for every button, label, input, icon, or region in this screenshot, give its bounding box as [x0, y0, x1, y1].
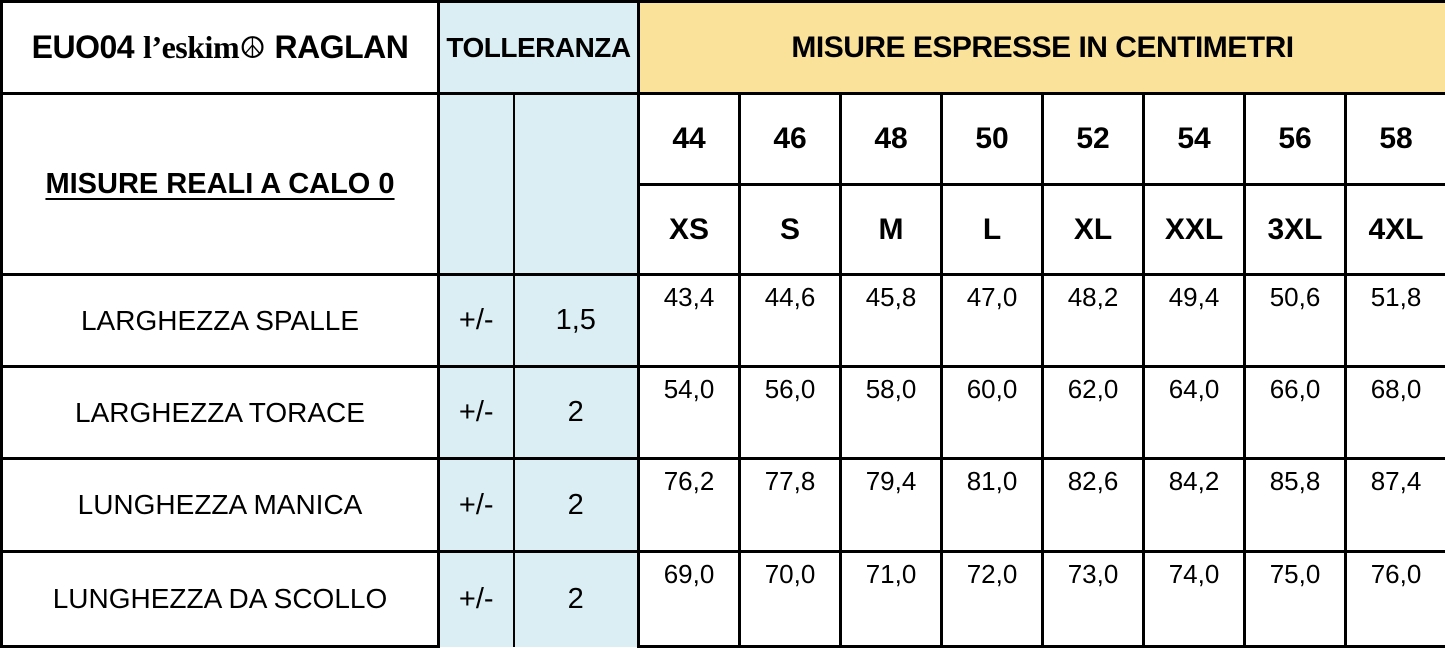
size-label-xxl: XXL: [1144, 185, 1245, 275]
measure-value: 54,0: [639, 367, 740, 459]
tolerance-value: 2: [514, 459, 639, 552]
brand-name: l’eskim: [143, 29, 239, 65]
measure-label: LUNGHEZZA MANICA: [2, 459, 439, 552]
measure-value: 76,0: [1346, 552, 1445, 647]
measure-value: 47,0: [942, 275, 1043, 367]
tolerance-sign: +/-: [439, 367, 514, 459]
measure-value: 84,2: [1144, 459, 1245, 552]
measure-value: 82,6: [1043, 459, 1144, 552]
measure-value: 44,6: [740, 275, 841, 367]
measure-value: 77,8: [740, 459, 841, 552]
measure-value: 66,0: [1245, 367, 1346, 459]
measure-value: 45,8: [841, 275, 942, 367]
size-number-54: 54: [1144, 94, 1245, 185]
table-row-lunghezza-da-scollo: LUNGHEZZA DA SCOLLO +/- 2 69,0 70,0 71,0…: [2, 552, 1445, 647]
measure-value: 50,6: [1245, 275, 1346, 367]
measure-value: 48,2: [1043, 275, 1144, 367]
size-number-58: 58: [1346, 94, 1445, 185]
table-row-larghezza-torace: LARGHEZZA TORACE +/- 2 54,0 56,0 58,0 60…: [2, 367, 1445, 459]
measure-value: 74,0: [1144, 552, 1245, 647]
size-label-xl: XL: [1043, 185, 1144, 275]
tolerance-value: 2: [514, 552, 639, 647]
measure-value: 43,4: [639, 275, 740, 367]
measure-value: 87,4: [1346, 459, 1445, 552]
measure-value: 62,0: [1043, 367, 1144, 459]
size-number-50: 50: [942, 94, 1043, 185]
product-code: EUO04: [32, 29, 134, 65]
measure-value: 76,2: [639, 459, 740, 552]
measure-label: LARGHEZZA TORACE: [2, 367, 439, 459]
measure-value: 58,0: [841, 367, 942, 459]
tolerance-header: TOLLERANZA: [439, 2, 639, 94]
size-label-xs: XS: [639, 185, 740, 275]
left-header-label: MISURE REALI A CALO 0: [45, 168, 394, 200]
measure-label: LARGHEZZA SPALLE: [2, 275, 439, 367]
measure-value: 49,4: [1144, 275, 1245, 367]
measure-value: 71,0: [841, 552, 942, 647]
table-row-lunghezza-manica: LUNGHEZZA MANICA +/- 2 76,2 77,8 79,4 81…: [2, 459, 1445, 552]
size-number-46: 46: [740, 94, 841, 185]
measure-value: 60,0: [942, 367, 1043, 459]
size-number-48: 48: [841, 94, 942, 185]
product-model: RAGLAN: [274, 29, 408, 65]
tolerance-sign: +/-: [439, 459, 514, 552]
measure-value: 79,4: [841, 459, 942, 552]
size-label-l: L: [942, 185, 1043, 275]
measure-value: 72,0: [942, 552, 1043, 647]
measure-value: 70,0: [740, 552, 841, 647]
measure-value: 64,0: [1144, 367, 1245, 459]
tolerance-sign-column-blank: [439, 94, 514, 275]
measure-value: 73,0: [1043, 552, 1144, 647]
measure-value: 51,8: [1346, 275, 1445, 367]
size-number-56: 56: [1245, 94, 1346, 185]
table-row-larghezza-spalle: LARGHEZZA SPALLE +/- 1,5 43,4 44,6 45,8 …: [2, 275, 1445, 367]
tolerance-value: 2: [514, 367, 639, 459]
size-number-44: 44: [639, 94, 740, 185]
peace-symbol-icon: ☮: [239, 31, 265, 66]
measure-value: 85,8: [1245, 459, 1346, 552]
measures-header: MISURE ESPRESSE IN CENTIMETRI: [639, 2, 1445, 94]
measure-value: 69,0: [639, 552, 740, 647]
measure-value: 68,0: [1346, 367, 1445, 459]
tolerance-sign: +/-: [439, 552, 514, 647]
size-number-52: 52: [1043, 94, 1144, 185]
left-header: MISURE REALI A CALO 0: [2, 94, 439, 275]
size-numbers-row: MISURE REALI A CALO 0 44 46 48 50 52 54 …: [2, 94, 1445, 185]
measure-value: 81,0: [942, 459, 1043, 552]
tolerance-sign: +/-: [439, 275, 514, 367]
measure-label: LUNGHEZZA DA SCOLLO: [2, 552, 439, 647]
tolerance-value: 1,5: [514, 275, 639, 367]
size-label-3xl: 3XL: [1245, 185, 1346, 275]
size-label-m: M: [841, 185, 942, 275]
measure-value: 75,0: [1245, 552, 1346, 647]
size-label-4xl: 4XL: [1346, 185, 1445, 275]
size-label-s: S: [740, 185, 841, 275]
measure-value: 56,0: [740, 367, 841, 459]
tolerance-value-column-blank: [514, 94, 639, 275]
